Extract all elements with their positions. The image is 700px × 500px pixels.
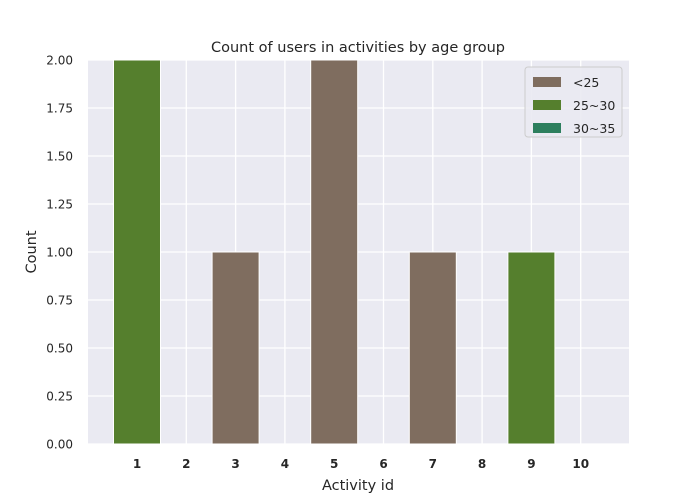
y-tick-label: 2.00: [46, 54, 73, 68]
x-axis-ticks: 1 2 3 4 5 6 7 8 9 10: [133, 457, 589, 471]
x-tick-label: 1: [133, 457, 141, 471]
y-tick-label: 0.75: [46, 294, 73, 308]
legend-label: 25~30: [573, 98, 615, 113]
legend-label: <25: [573, 75, 599, 90]
legend-swatch: [533, 123, 561, 133]
x-tick-label: 10: [572, 457, 589, 471]
bar-5-series-0: [310, 59, 359, 445]
x-tick-label: 4: [281, 457, 289, 471]
x-tick-label: 3: [231, 457, 239, 471]
bar-1-series-1: [113, 59, 161, 445]
legend: <25 25~30 30~35: [524, 66, 623, 138]
y-tick-label: 1.50: [46, 150, 73, 164]
x-tick-label: 7: [429, 457, 437, 471]
y-axis-ticks: 0.00 0.25 0.50 0.75 1.00 1.25 1.50 1.75 2.00: [46, 54, 73, 452]
x-tick-label: 2: [182, 457, 190, 471]
y-tick-label: 0.50: [46, 342, 73, 356]
legend-swatch: [533, 100, 561, 110]
x-axis-label: Activity id: [322, 478, 394, 494]
y-tick-label: 0.00: [46, 438, 73, 452]
bar-7-series-0: [408, 251, 457, 445]
x-tick-label: 8: [478, 457, 486, 471]
x-tick-label: 6: [379, 457, 387, 471]
x-tick-label: 9: [527, 457, 535, 471]
y-tick-label: 0.25: [46, 390, 73, 404]
y-tick-label: 1.75: [46, 102, 73, 116]
bars: [113, 59, 556, 445]
y-tick-label: 1.25: [46, 198, 73, 212]
legend-swatch: [533, 77, 561, 87]
bar-9-series-1: [507, 251, 556, 445]
chart-title: Count of users in activities by age grou…: [211, 40, 505, 56]
x-tick-label: 5: [330, 457, 338, 471]
y-tick-label: 1.00: [46, 246, 73, 260]
y-axis-label: Count: [24, 230, 40, 273]
legend-label: 30~35: [573, 121, 615, 136]
bar-3-series-0: [211, 251, 260, 445]
